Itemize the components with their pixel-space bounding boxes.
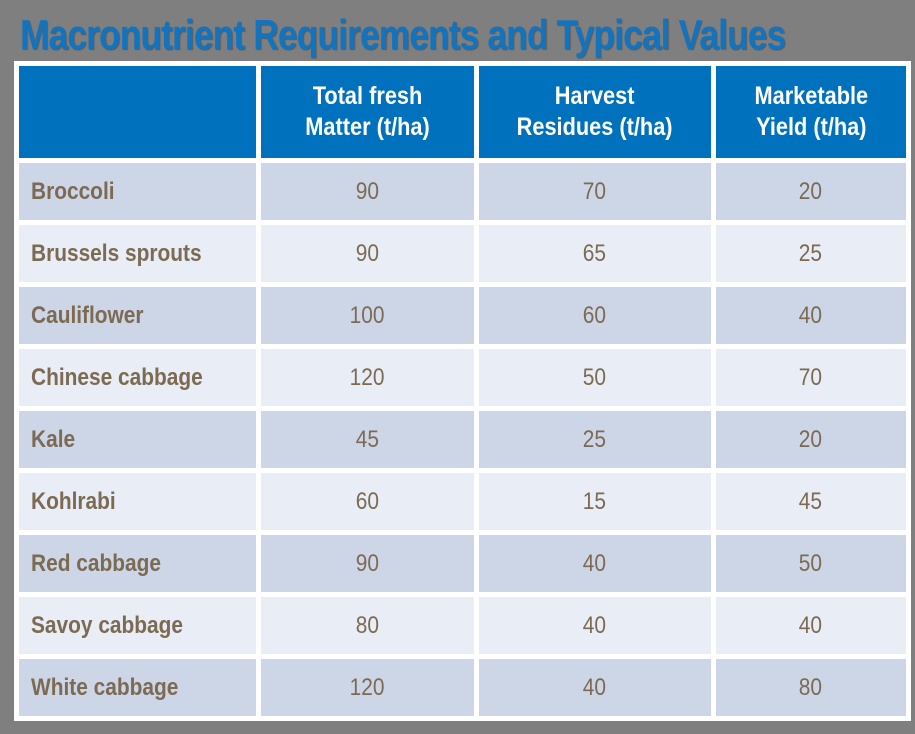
cell-value: 80	[355, 611, 380, 639]
cell-total-fresh-matter: 90	[261, 163, 474, 220]
table-header: Total fresh Matter (t/ha) Harvest Residu…	[19, 66, 906, 158]
cell-value: 50	[799, 549, 823, 577]
cell-value: 40	[583, 673, 607, 701]
table-row-savoy-cabbage: Savoy cabbage 80 40 40	[19, 597, 906, 654]
page-title-text: Macronutrient Requirements and Typical V…	[20, 11, 786, 58]
header-corner-cell	[19, 66, 257, 158]
row-label-text: Brussels sprouts	[31, 239, 202, 267]
cell-total-fresh-matter: 45	[261, 411, 474, 468]
cell-value: 80	[799, 673, 823, 701]
row-label: Cauliflower	[19, 287, 257, 344]
row-label-text: Chinese cabbage	[31, 363, 203, 391]
row-label-text: Kale	[31, 425, 76, 453]
cell-harvest-residues: 70	[478, 163, 711, 220]
table-row-broccoli: Broccoli 90 70 20	[19, 163, 906, 220]
row-label: Brussels sprouts	[19, 225, 257, 282]
cell-value: 100	[350, 301, 385, 329]
header-total-fresh-matter-text: Total fresh Matter (t/ha)	[305, 81, 430, 141]
cell-marketable-yield: 20	[715, 163, 906, 220]
cell-total-fresh-matter: 60	[261, 473, 474, 530]
cell-harvest-residues: 25	[478, 411, 711, 468]
row-label-text: Kohlrabi	[31, 487, 116, 515]
cell-total-fresh-matter: 80	[261, 597, 474, 654]
cell-value: 65	[583, 239, 607, 267]
cell-total-fresh-matter: 90	[261, 535, 474, 592]
cell-harvest-residues: 40	[478, 597, 711, 654]
table-row-kale: Kale 45 25 20	[19, 411, 906, 468]
cell-value: 70	[799, 363, 823, 391]
cell-value: 50	[583, 363, 607, 391]
table-row-white-cabbage: White cabbage 120 40 80	[19, 659, 906, 716]
cell-value: 15	[583, 487, 607, 515]
cell-harvest-residues: 50	[478, 349, 711, 406]
cell-harvest-residues: 40	[478, 535, 711, 592]
cell-harvest-residues: 65	[478, 225, 711, 282]
row-label: White cabbage	[19, 659, 257, 716]
cell-value: 120	[350, 363, 385, 391]
cell-value: 90	[355, 549, 380, 577]
row-label: Kohlrabi	[19, 473, 257, 530]
header-marketable-yield-text: Marketable Yield (t/ha)	[753, 81, 868, 141]
table-row-cauliflower: Cauliflower 100 60 40	[19, 287, 906, 344]
cell-marketable-yield: 70	[715, 349, 906, 406]
cell-total-fresh-matter: 120	[261, 659, 474, 716]
header-marketable-yield: Marketable Yield (t/ha)	[715, 66, 906, 158]
cell-harvest-residues: 15	[478, 473, 711, 530]
table-body: Broccoli 90 70 20 Brussels sprouts 90 65…	[19, 163, 906, 716]
row-label: Kale	[19, 411, 257, 468]
cell-value: 25	[799, 239, 823, 267]
cell-marketable-yield: 80	[715, 659, 906, 716]
cell-value: 70	[583, 177, 607, 205]
cell-marketable-yield: 45	[715, 473, 906, 530]
row-label-text: Red cabbage	[31, 549, 161, 577]
header-total-fresh-matter: Total fresh Matter (t/ha)	[261, 66, 474, 158]
cell-total-fresh-matter: 100	[261, 287, 474, 344]
cell-harvest-residues: 60	[478, 287, 711, 344]
cell-value: 90	[355, 239, 380, 267]
cell-value: 90	[355, 177, 380, 205]
cell-value: 40	[799, 611, 823, 639]
page-title: Macronutrient Requirements and Typical V…	[20, 9, 915, 61]
cell-marketable-yield: 20	[715, 411, 906, 468]
cell-total-fresh-matter: 120	[261, 349, 474, 406]
table-row-brussels-sprouts: Brussels sprouts 90 65 25	[19, 225, 906, 282]
cell-total-fresh-matter: 90	[261, 225, 474, 282]
cell-value: 45	[799, 487, 823, 515]
header-harvest-residues-text: Harvest Residues (t/ha)	[516, 81, 673, 141]
table-row-kohlrabi: Kohlrabi 60 15 45	[19, 473, 906, 530]
cell-value: 120	[350, 673, 385, 701]
cell-value: 45	[355, 425, 380, 453]
macronutrient-table: Total fresh Matter (t/ha) Harvest Residu…	[14, 61, 911, 721]
cell-marketable-yield: 40	[715, 287, 906, 344]
row-label: Savoy cabbage	[19, 597, 257, 654]
cell-marketable-yield: 40	[715, 597, 906, 654]
row-label: Broccoli	[19, 163, 257, 220]
table-row-chinese-cabbage: Chinese cabbage 120 50 70	[19, 349, 906, 406]
cell-value: 25	[583, 425, 607, 453]
header-row: Total fresh Matter (t/ha) Harvest Residu…	[19, 66, 906, 158]
row-label-text: Cauliflower	[31, 301, 144, 329]
table-row-red-cabbage: Red cabbage 90 40 50	[19, 535, 906, 592]
cell-marketable-yield: 25	[715, 225, 906, 282]
row-label: Chinese cabbage	[19, 349, 257, 406]
cell-value: 20	[799, 177, 823, 205]
cell-value: 40	[583, 611, 607, 639]
cell-value: 60	[355, 487, 380, 515]
cell-value: 40	[583, 549, 607, 577]
cell-harvest-residues: 40	[478, 659, 711, 716]
cell-value: 40	[799, 301, 823, 329]
row-label-text: Broccoli	[31, 177, 115, 205]
header-harvest-residues: Harvest Residues (t/ha)	[478, 66, 711, 158]
row-label-text: White cabbage	[31, 673, 179, 701]
cell-marketable-yield: 50	[715, 535, 906, 592]
cell-value: 20	[799, 425, 823, 453]
row-label: Red cabbage	[19, 535, 257, 592]
cell-value: 60	[583, 301, 607, 329]
row-label-text: Savoy cabbage	[31, 611, 184, 639]
